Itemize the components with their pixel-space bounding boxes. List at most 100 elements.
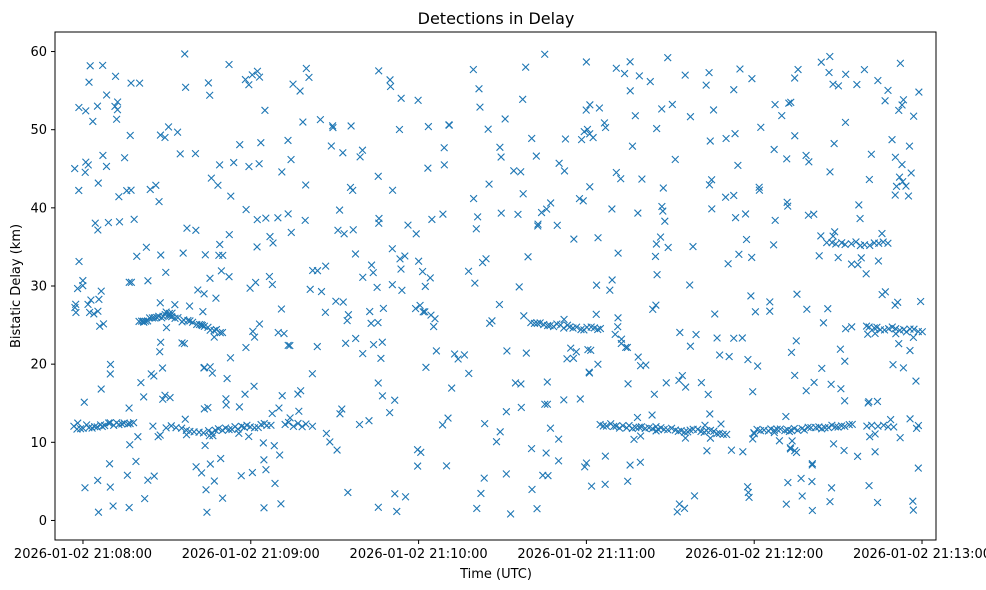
data-point [848,420,857,429]
data-point [736,65,744,73]
data-point [266,232,274,241]
data-point [889,360,897,369]
data-point [120,153,129,162]
data-point [496,143,504,152]
data-point [343,316,351,325]
data-point [671,155,680,164]
data-point [377,354,385,363]
data-point [902,182,910,190]
data-point [156,131,165,139]
data-point [888,135,896,144]
data-point [898,177,907,186]
data-point [692,330,700,339]
data-point [132,457,140,466]
data-point [750,429,759,438]
data-point [793,290,801,298]
data-point [873,397,882,406]
data-point [313,266,322,275]
data-point [569,354,578,363]
data-point [321,262,330,270]
data-point [609,422,618,431]
data-point [242,205,250,214]
data-point [255,73,264,81]
data-point [792,337,801,345]
data-point [86,61,94,70]
x-tick-label: 2026-01-02 21:13:00 [853,547,986,562]
data-point [739,447,747,456]
data-point [113,98,122,106]
data-point [75,257,83,266]
data-point [520,312,528,320]
data-point [757,123,765,132]
data-point [294,390,302,398]
data-point [914,464,923,472]
data-point [586,346,595,355]
data-point [328,122,337,130]
data-point [386,82,395,91]
data-point [783,202,792,210]
data-point [853,452,862,461]
data-point [865,175,874,184]
data-point [916,297,925,306]
data-point [94,226,102,234]
data-point [675,376,683,385]
data-point [787,348,796,357]
data-point [770,428,779,437]
data-point [440,143,448,152]
data-point [308,369,317,378]
data-point [226,354,235,362]
data-point [697,378,706,387]
data-point [909,497,917,505]
data-point [804,211,813,220]
data-point [202,485,210,494]
data-point [210,326,218,335]
data-point [340,229,348,238]
data-point [821,423,829,432]
data-point [798,424,806,433]
data-point [217,267,226,275]
data-point [862,270,870,278]
data-point [192,462,200,471]
data-point [396,255,404,263]
data-point [892,329,900,338]
data-point [306,285,314,294]
data-point [570,235,578,243]
data-point [784,478,792,487]
data-point [673,508,682,516]
data-points [70,50,927,518]
data-point [823,304,832,313]
data-point [753,362,762,370]
data-point [71,303,79,312]
data-point [546,424,555,432]
data-point [180,50,189,58]
data-point [147,370,156,378]
data-point [608,205,616,213]
data-point [626,57,634,66]
x-tick-label: 2026-01-02 21:08:00 [14,547,152,562]
data-point [214,181,222,190]
data-point [731,213,740,222]
data-point [580,463,589,471]
data-point [722,134,730,143]
data-point [142,243,151,252]
data-point [426,274,435,282]
data-point [862,322,871,330]
data-point [296,87,304,95]
data-point [255,320,264,328]
data-point [766,298,774,306]
data-point [284,418,293,427]
data-point [277,305,286,313]
data-point [792,448,801,457]
data-point [790,74,799,82]
data-point [485,180,493,188]
data-point [909,112,918,120]
data-point [130,215,138,224]
data-point [155,347,164,356]
data-point [255,159,263,168]
data-point [829,440,838,448]
data-point [411,304,420,313]
data-point [596,324,605,333]
data-point [156,338,165,347]
data-point [785,427,794,436]
data-point [871,329,879,338]
